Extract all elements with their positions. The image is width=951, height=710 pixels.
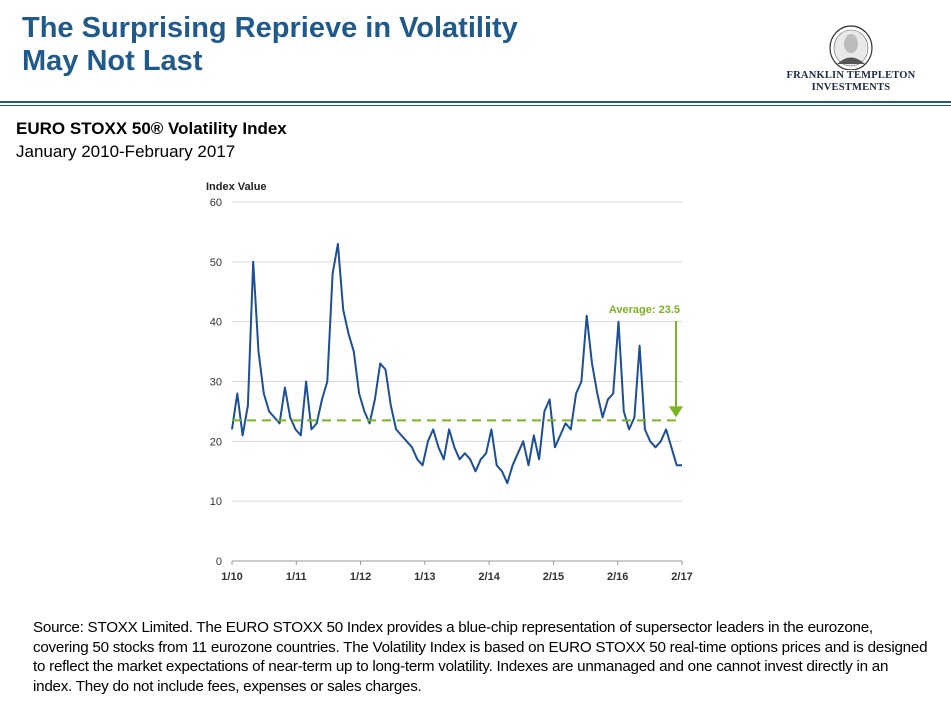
x-tick-label: 2/14 xyxy=(478,571,500,583)
y-tick-label: 20 xyxy=(210,436,222,448)
vstoxx-series-line xyxy=(231,242,682,485)
chart-average: Average: 23.5 xyxy=(232,304,683,422)
logo-wordmark: FRANKLIN TEMPLETON INVESTMENTS xyxy=(776,70,926,94)
logo-line-1: FRANKLIN TEMPLETON xyxy=(786,70,916,81)
chart-series xyxy=(231,242,682,485)
header-rule-thin xyxy=(0,105,951,106)
source-footnote: Source: STOXX Limited. The EURO STOXX 50… xyxy=(33,619,928,695)
average-arrow-head xyxy=(669,406,683,418)
chart-title: EURO STOXX 50® Volatility Index xyxy=(16,119,287,138)
chart-axes: 0 10 20 30 40 50 60 Index Value 1/10 1/11 1/12 1/13… xyxy=(206,181,693,583)
benjamin-franklin-portrait-icon xyxy=(829,25,873,71)
x-tick-label: 1/12 xyxy=(350,571,371,583)
slide-title-line-2: May Not Last xyxy=(22,45,203,77)
franklin-templeton-logo: FRANKLIN TEMPLETON INVESTMENTS xyxy=(776,24,926,94)
x-tick-label: 2/15 xyxy=(543,571,564,583)
average-label: Average: 23.5 xyxy=(609,304,680,316)
y-axis-title: Index Value xyxy=(206,181,267,193)
chart-subtitle: January 2010-February 2017 xyxy=(16,142,236,161)
volatility-line-chart: 0 10 20 30 40 50 60 Index Value 1/10 1/11 1/12 1/13… xyxy=(206,181,693,583)
x-tick-label: 1/13 xyxy=(414,571,435,583)
slide-title: The Surprising Reprieve in Volatility Ma… xyxy=(22,12,518,78)
x-tick-label: 2/17 xyxy=(671,571,692,583)
slide-title-line-1: The Surprising Reprieve in Volatility xyxy=(22,12,518,44)
y-tick-label: 0 xyxy=(216,556,222,568)
y-tick-label: 10 xyxy=(210,496,222,508)
y-tick-label: 60 xyxy=(210,197,222,209)
x-tick-label: 2/16 xyxy=(607,571,628,583)
y-tick-label: 30 xyxy=(210,377,222,389)
y-tick-label: 50 xyxy=(210,257,222,269)
y-tick-label: 40 xyxy=(210,317,222,329)
header-rule xyxy=(0,101,951,103)
chart-gridlines xyxy=(232,201,682,502)
x-tick-label: 1/11 xyxy=(286,571,307,583)
logo-line-2: INVESTMENTS xyxy=(811,82,891,93)
x-tick-label: 1/10 xyxy=(221,571,242,583)
